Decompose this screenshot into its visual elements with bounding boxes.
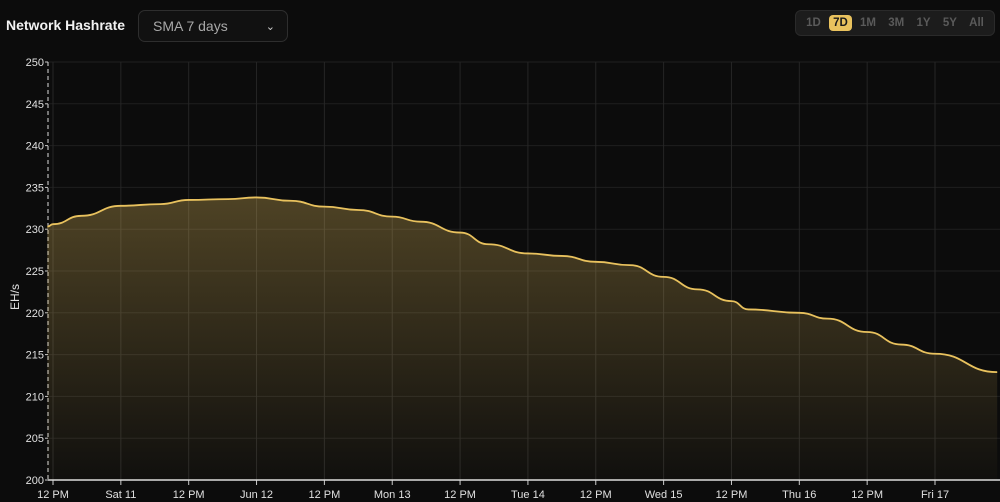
y-tick-label: 250 (26, 57, 44, 69)
select-value: SMA 7 days (153, 18, 228, 34)
range-button-3m[interactable]: 3M (888, 17, 905, 29)
chevron-down-icon: ⌄ (265, 20, 275, 33)
x-tick-label: 12 PM (851, 489, 883, 501)
y-tick-label: 205 (26, 433, 44, 445)
y-tick-label: 220 (26, 308, 44, 320)
x-tick-label: 12 PM (444, 489, 476, 501)
x-tick-label: Sat 11 (105, 489, 136, 501)
page-title: Network Hashrate (6, 17, 126, 33)
area-fill (47, 197, 998, 480)
x-tick-label: Mon 13 (374, 489, 411, 501)
range-button-1m[interactable]: 1M (860, 17, 877, 29)
y-tick-label: 210 (26, 391, 44, 403)
x-tick-label: Fri 17 (921, 489, 949, 501)
x-tick-label: 12 PM (308, 489, 340, 501)
y-tick-label: 240 (26, 141, 44, 153)
x-tick-label: Thu 16 (782, 489, 816, 501)
y-tick-label: 230 (26, 224, 44, 236)
range-button-all[interactable]: All (969, 17, 984, 29)
range-button-1y[interactable]: 1Y (916, 17, 931, 29)
x-tick-label: 12 PM (716, 489, 748, 501)
sma-select[interactable]: SMA 7 days ⌄ (138, 10, 288, 42)
y-axis-label: EH/s (8, 284, 22, 310)
y-tick-label: 200 (26, 475, 44, 487)
range-button-7d[interactable]: 7D (829, 15, 852, 31)
y-tick-label: 235 (26, 182, 44, 194)
range-selector: 1D 7D 1M 3M 1Y 5Y All (795, 10, 995, 36)
y-tick-label: 225 (26, 266, 44, 278)
range-button-5y[interactable]: 5Y (942, 17, 957, 29)
x-tick-label: 12 PM (580, 489, 612, 501)
range-button-1d[interactable]: 1D (806, 17, 821, 29)
x-tick-label: 12 PM (37, 489, 69, 501)
x-tick-label: Wed 15 (645, 489, 683, 501)
y-tick-label: 215 (26, 350, 44, 362)
x-tick-label: Jun 12 (240, 489, 273, 501)
y-tick-label: 245 (26, 99, 44, 111)
x-tick-label: 12 PM (173, 489, 205, 501)
x-tick-label: Tue 14 (511, 489, 545, 501)
